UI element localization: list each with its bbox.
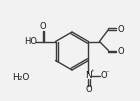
- Text: O: O: [39, 22, 46, 31]
- Text: O: O: [117, 25, 124, 34]
- Text: O: O: [117, 47, 124, 56]
- Text: O: O: [85, 85, 92, 94]
- Text: H₂O: H₂O: [12, 74, 30, 83]
- Text: O: O: [100, 71, 107, 80]
- Text: HO: HO: [24, 37, 37, 46]
- Text: ⁺: ⁺: [91, 70, 94, 76]
- Text: N: N: [85, 71, 92, 80]
- Text: ⁻: ⁻: [106, 70, 109, 76]
